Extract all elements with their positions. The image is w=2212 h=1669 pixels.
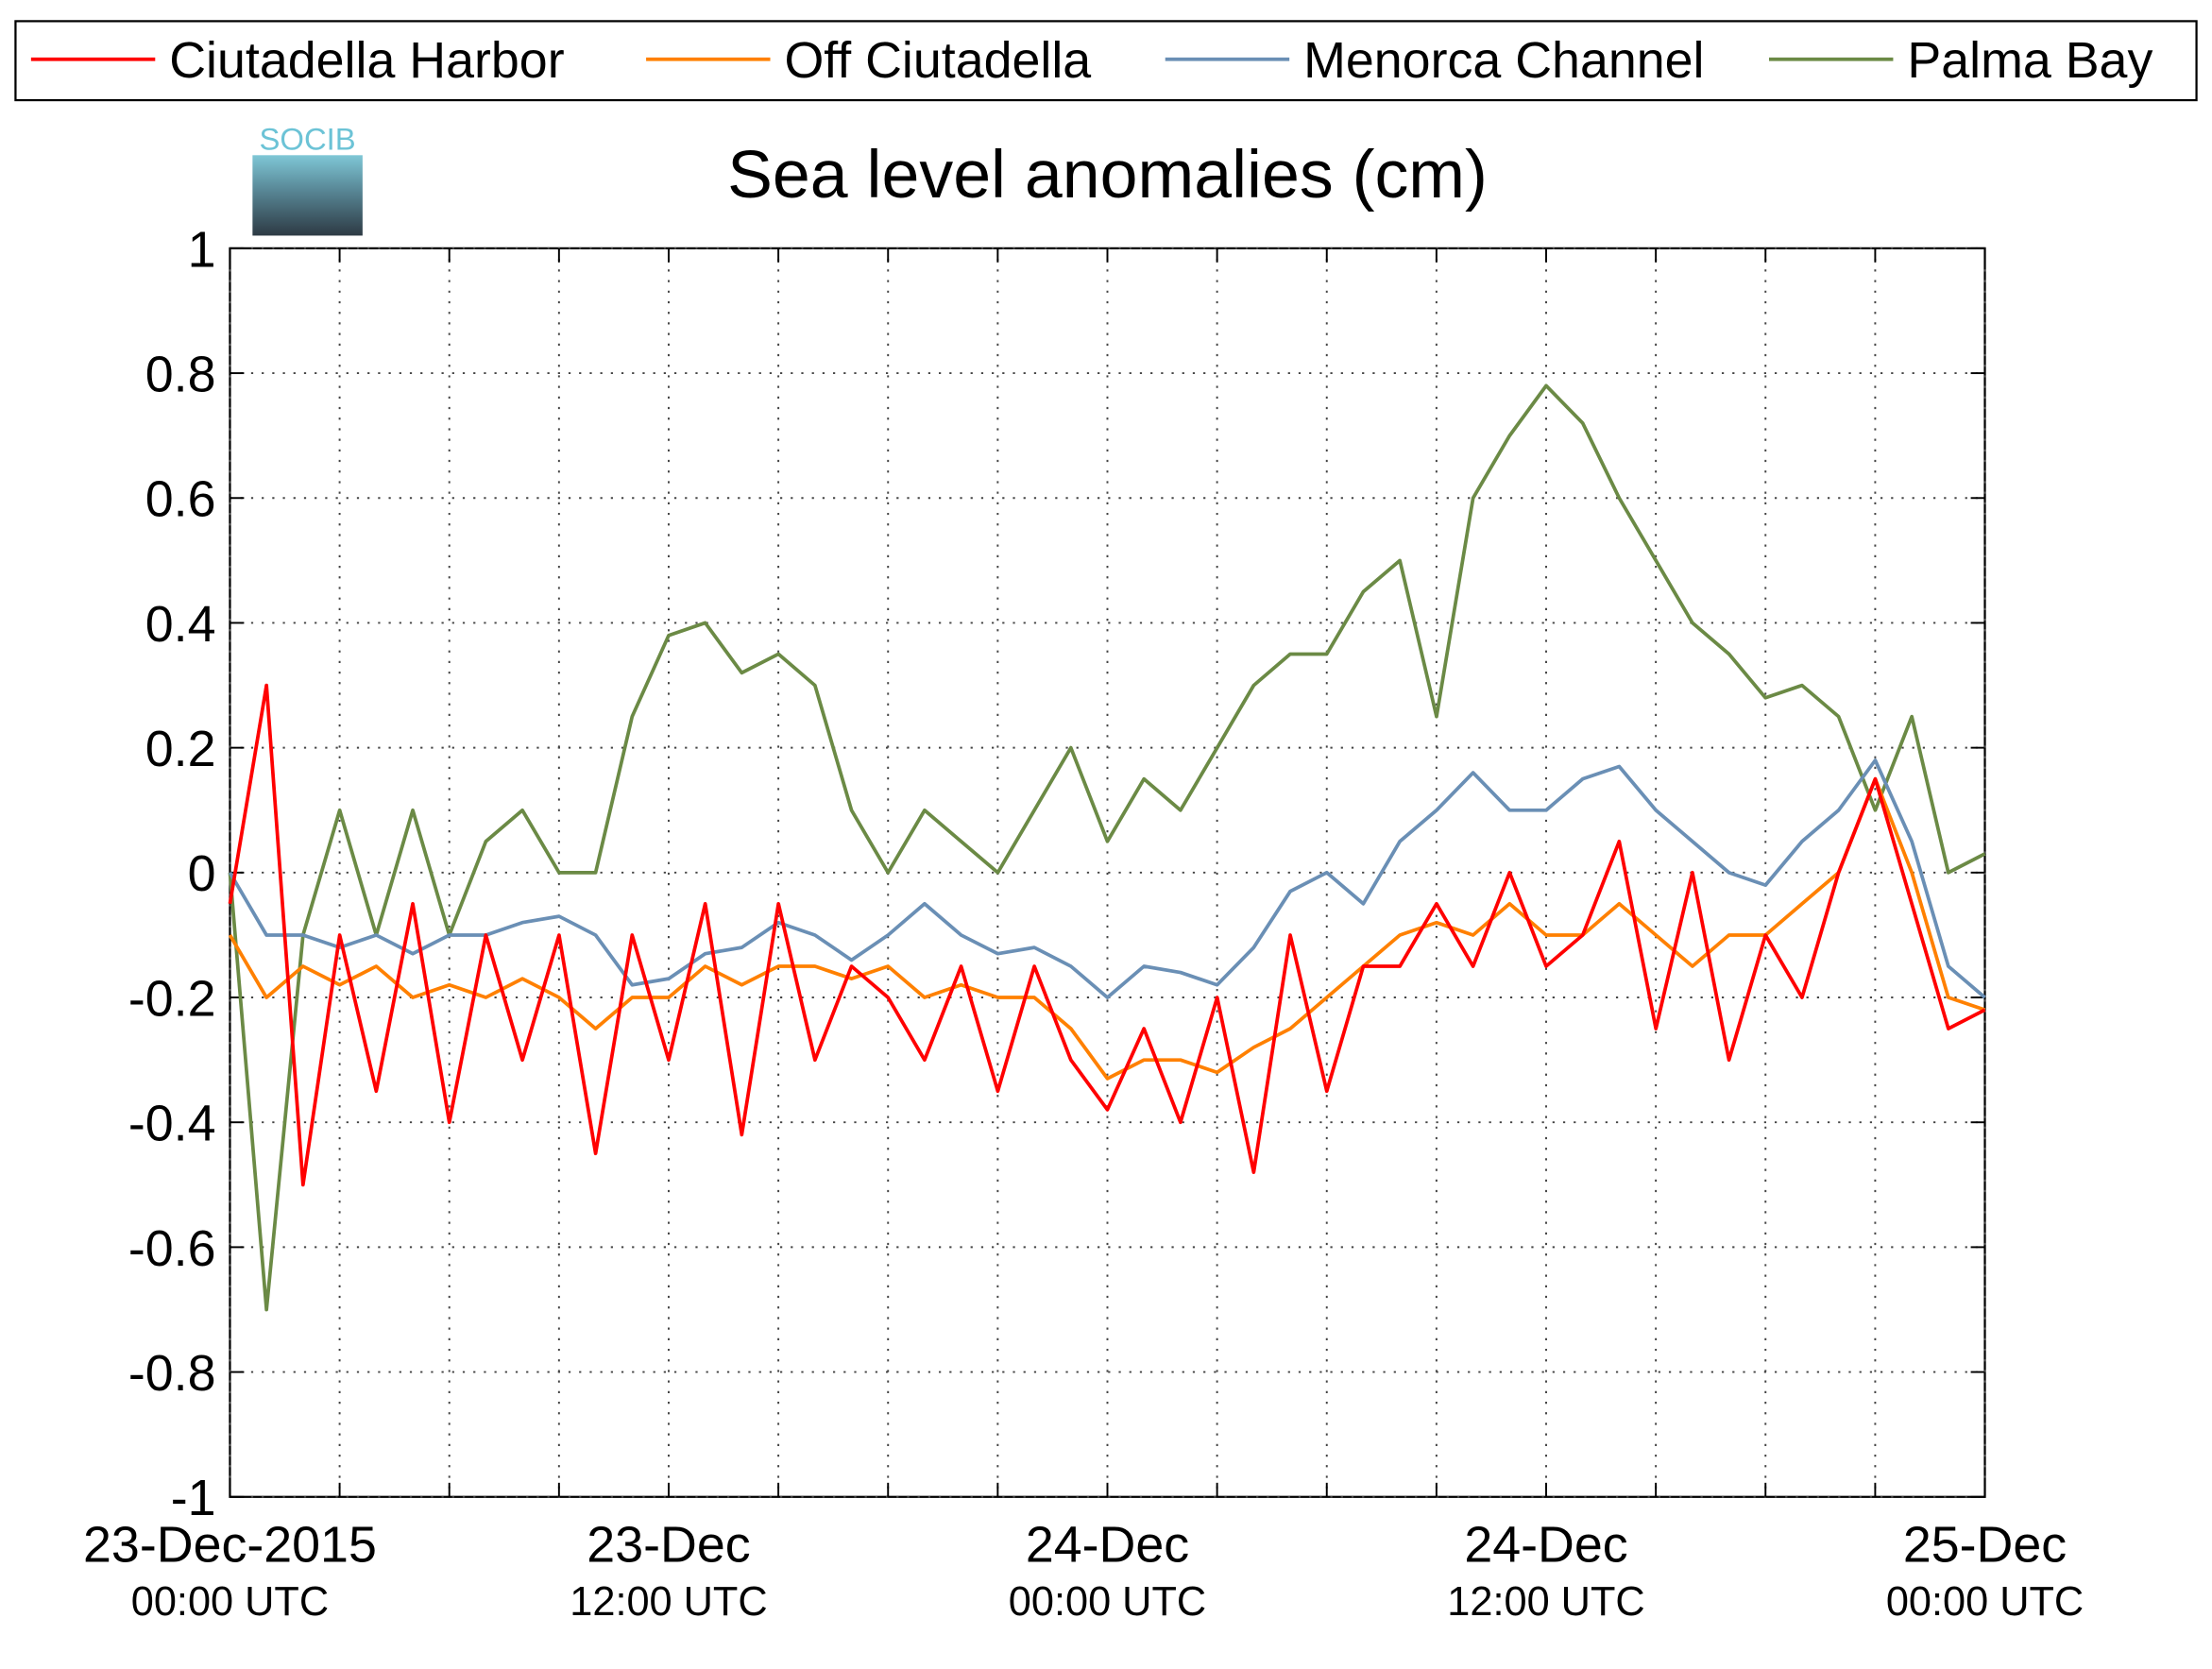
x-tick-label: 24-Dec — [1464, 1516, 1627, 1573]
y-tick-label: 0.2 — [145, 721, 216, 777]
y-tick-label: -0.2 — [128, 970, 216, 1027]
y-tick-label: -0.8 — [128, 1345, 216, 1402]
x-tick-label: 24-Dec — [1026, 1516, 1189, 1573]
logo-text: SOCIB — [259, 121, 355, 156]
x-tick-sublabel: 12:00 UTC — [1447, 1579, 1644, 1625]
series-line — [228, 776, 1986, 1081]
series-line — [228, 758, 1986, 999]
legend-label: Off Ciutadella — [784, 32, 1091, 89]
x-tick-label: 25-Dec — [1903, 1516, 2067, 1573]
y-tick-label: -0.6 — [128, 1220, 216, 1277]
x-tick-sublabel: 00:00 UTC — [1886, 1579, 2084, 1625]
logo-image — [252, 155, 363, 236]
y-tick-label: -1 — [171, 1470, 216, 1526]
y-tick-label: 0.4 — [145, 596, 216, 653]
logo: SOCIB — [252, 121, 363, 236]
y-tick-label: 0.8 — [145, 346, 216, 402]
x-tick-sublabel: 00:00 UTC — [131, 1579, 329, 1625]
x-tick-sublabel: 00:00 UTC — [1009, 1579, 1206, 1625]
y-tick-label: 0.6 — [145, 471, 216, 528]
x-tick-label: 23-Dec-2015 — [83, 1516, 377, 1573]
legend-label: Menorca Channel — [1303, 32, 1704, 89]
y-tick-label: -0.4 — [128, 1096, 216, 1152]
legend-label: Palma Bay — [1907, 32, 2152, 89]
x-tick-label: 23-Dec — [587, 1516, 750, 1573]
chart-title: Sea level anomalies (cm) — [727, 137, 1488, 213]
series-line — [228, 383, 1986, 1312]
series-line — [228, 683, 1986, 1187]
x-tick-sublabel: 12:00 UTC — [570, 1579, 767, 1625]
legend-label: Ciutadella Harbor — [169, 32, 564, 89]
y-tick-label: 1 — [188, 221, 216, 278]
y-tick-label: 0 — [188, 845, 216, 902]
